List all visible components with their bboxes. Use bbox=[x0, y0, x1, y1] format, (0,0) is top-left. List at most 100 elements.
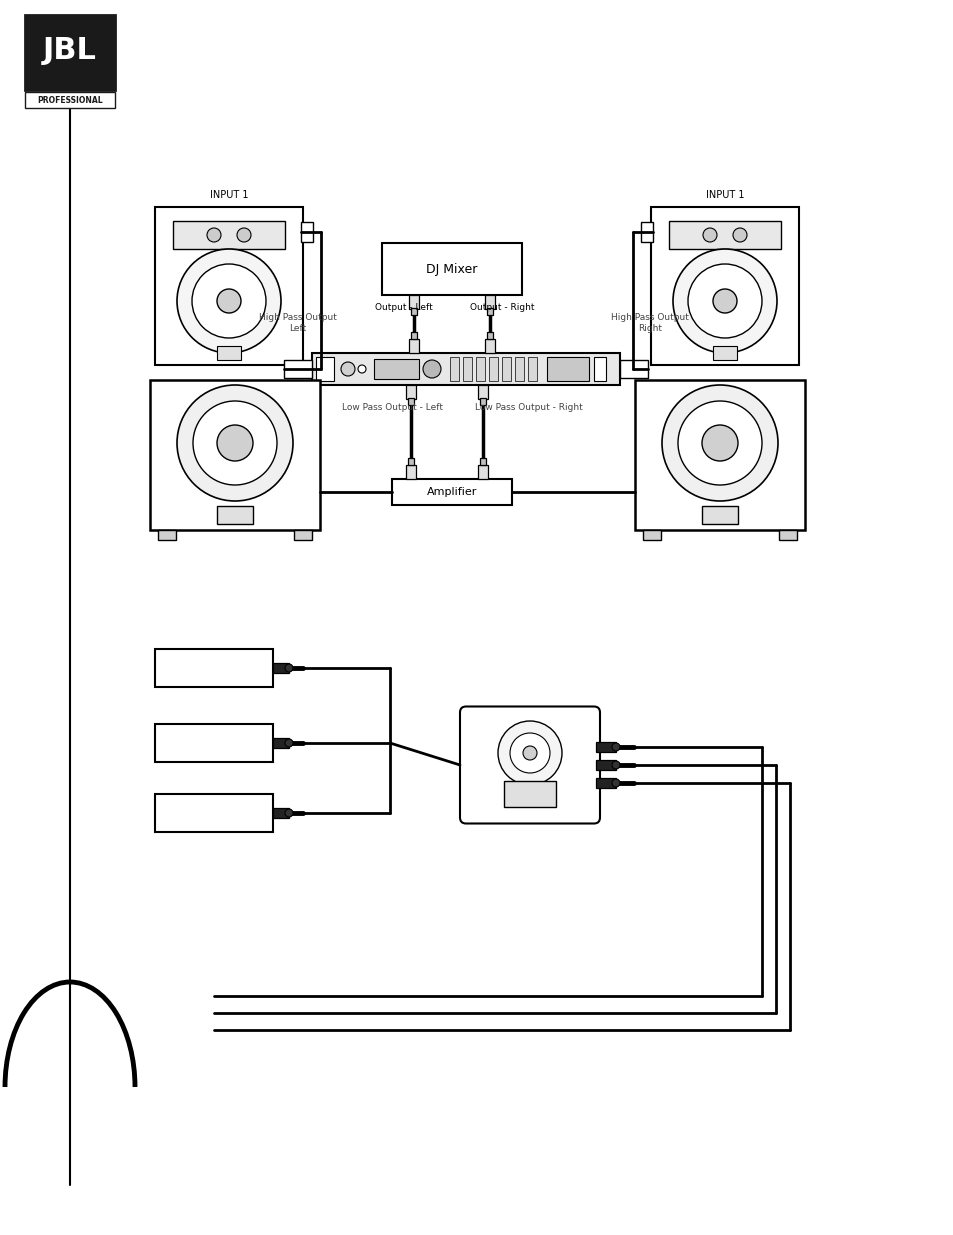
Circle shape bbox=[177, 249, 281, 353]
Bar bbox=[154, 794, 273, 832]
Circle shape bbox=[216, 425, 253, 461]
Bar bbox=[619, 359, 647, 378]
Bar bbox=[477, 466, 488, 479]
Bar bbox=[479, 458, 485, 466]
Circle shape bbox=[672, 249, 776, 353]
Bar bbox=[409, 338, 418, 353]
Bar bbox=[154, 650, 273, 687]
Circle shape bbox=[612, 743, 619, 751]
Bar bbox=[406, 466, 416, 479]
Bar bbox=[642, 530, 660, 540]
Bar bbox=[668, 221, 781, 249]
Bar bbox=[154, 724, 273, 762]
Bar bbox=[301, 222, 313, 242]
Circle shape bbox=[340, 362, 355, 375]
Bar bbox=[216, 506, 253, 524]
Bar bbox=[172, 221, 285, 249]
Bar bbox=[315, 357, 334, 382]
Circle shape bbox=[712, 289, 737, 312]
Bar bbox=[150, 380, 319, 530]
Bar bbox=[479, 398, 485, 405]
Bar bbox=[462, 357, 472, 382]
Text: High Pass Output
Right: High Pass Output Right bbox=[611, 314, 688, 332]
Bar bbox=[712, 346, 737, 359]
Bar bbox=[273, 739, 289, 748]
Bar bbox=[477, 385, 488, 399]
FancyBboxPatch shape bbox=[459, 706, 599, 824]
Bar bbox=[650, 207, 799, 366]
Circle shape bbox=[678, 401, 761, 485]
Bar bbox=[527, 357, 537, 382]
Circle shape bbox=[207, 228, 221, 242]
Bar bbox=[635, 380, 804, 530]
Circle shape bbox=[702, 228, 717, 242]
Circle shape bbox=[285, 739, 293, 747]
Circle shape bbox=[357, 366, 366, 373]
Text: Low Pass Output - Left: Low Pass Output - Left bbox=[341, 403, 442, 411]
Bar bbox=[154, 207, 303, 366]
Bar bbox=[596, 778, 616, 788]
Circle shape bbox=[701, 425, 738, 461]
Circle shape bbox=[687, 264, 761, 338]
Bar bbox=[640, 222, 652, 242]
Circle shape bbox=[497, 721, 561, 785]
Text: INPUT 1: INPUT 1 bbox=[705, 190, 743, 200]
Bar bbox=[216, 346, 241, 359]
Bar bbox=[273, 808, 289, 818]
Bar bbox=[392, 479, 512, 505]
Bar bbox=[486, 332, 493, 338]
Bar bbox=[408, 398, 414, 405]
Bar bbox=[294, 530, 312, 540]
Bar bbox=[501, 357, 511, 382]
Circle shape bbox=[522, 746, 537, 760]
Text: PROFESSIONAL: PROFESSIONAL bbox=[37, 95, 103, 105]
Circle shape bbox=[612, 761, 619, 769]
Bar bbox=[596, 742, 616, 752]
Circle shape bbox=[510, 734, 550, 773]
Bar bbox=[484, 295, 495, 309]
Bar bbox=[284, 359, 312, 378]
Bar bbox=[486, 308, 493, 315]
Bar bbox=[515, 357, 523, 382]
Bar bbox=[594, 357, 605, 382]
Bar bbox=[450, 357, 458, 382]
Bar bbox=[411, 332, 416, 338]
Circle shape bbox=[193, 401, 276, 485]
Bar bbox=[779, 530, 796, 540]
Bar bbox=[546, 357, 588, 382]
Bar bbox=[484, 338, 495, 353]
Bar bbox=[409, 295, 418, 309]
Circle shape bbox=[236, 228, 251, 242]
Circle shape bbox=[661, 385, 778, 501]
Circle shape bbox=[732, 228, 746, 242]
Text: DJ Mixer: DJ Mixer bbox=[426, 263, 477, 275]
Text: Output - Right: Output - Right bbox=[469, 303, 534, 311]
Text: Low Pass Output - Right: Low Pass Output - Right bbox=[475, 403, 582, 411]
Bar bbox=[701, 506, 738, 524]
Circle shape bbox=[216, 289, 241, 312]
Bar bbox=[273, 663, 289, 673]
Circle shape bbox=[285, 809, 293, 818]
Circle shape bbox=[612, 779, 619, 787]
Bar bbox=[25, 91, 115, 107]
Text: INPUT 1: INPUT 1 bbox=[210, 190, 248, 200]
Bar bbox=[503, 781, 556, 806]
Text: High Pass Output
Left: High Pass Output Left bbox=[259, 314, 336, 332]
Bar bbox=[489, 357, 497, 382]
Bar bbox=[374, 359, 418, 379]
Bar bbox=[381, 243, 521, 295]
Bar bbox=[158, 530, 175, 540]
Bar bbox=[596, 760, 616, 769]
Circle shape bbox=[285, 664, 293, 672]
Circle shape bbox=[177, 385, 293, 501]
Bar bbox=[312, 353, 619, 385]
Bar bbox=[411, 308, 416, 315]
Text: Output - Left: Output - Left bbox=[375, 303, 433, 311]
Bar bbox=[406, 385, 416, 399]
Circle shape bbox=[422, 359, 440, 378]
Circle shape bbox=[192, 264, 266, 338]
Bar bbox=[408, 458, 414, 466]
Bar bbox=[476, 357, 484, 382]
Bar bbox=[25, 15, 115, 90]
Text: JBL: JBL bbox=[43, 36, 97, 65]
